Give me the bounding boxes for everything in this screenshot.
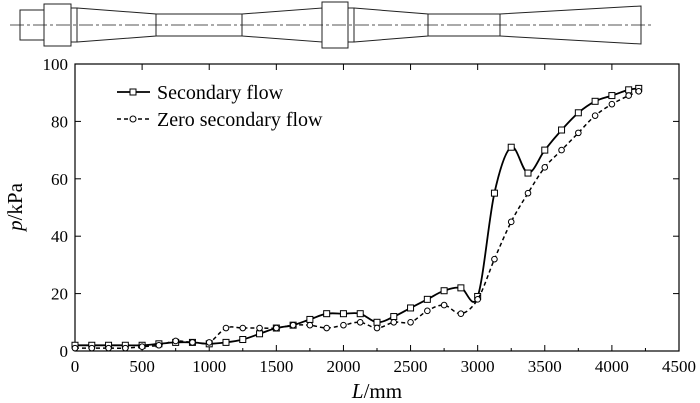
series-point-0 <box>373 318 381 326</box>
series-point-0 <box>407 304 415 312</box>
series-point-0 <box>423 295 431 303</box>
series-point-1 <box>491 255 498 263</box>
legend: Secondary flow Zero secondary flow <box>117 82 323 131</box>
schematic-throat-1 <box>156 13 243 37</box>
schematic-taper-3 <box>353 7 429 43</box>
series-point-1 <box>155 341 163 349</box>
series-point-0 <box>625 86 633 94</box>
series-point-1 <box>507 218 515 226</box>
schematic-block-2 <box>321 1 349 49</box>
series-point-1 <box>273 324 280 332</box>
series-point-0 <box>222 338 230 346</box>
legend-marker-zero <box>129 115 137 123</box>
series-point-1 <box>138 343 146 350</box>
series-point-0 <box>323 310 331 318</box>
series-point-1 <box>105 344 112 352</box>
series-point-0 <box>239 336 247 344</box>
series-point-0 <box>574 109 582 117</box>
y-tick-label: 0 <box>60 342 69 361</box>
series-point-1 <box>474 296 481 303</box>
schematic-step-2 <box>348 7 355 43</box>
x-tick-label: 2500 <box>394 357 428 376</box>
x-tick-label: 1500 <box>259 357 293 376</box>
series-point-1 <box>340 321 347 329</box>
schematic-diffuser <box>499 5 642 45</box>
series-point-1 <box>356 319 364 326</box>
series-point-0 <box>339 310 347 318</box>
x-tick-label: 4000 <box>595 357 629 376</box>
schematic-throat-2 <box>428 13 501 37</box>
plot-axes <box>74 63 680 352</box>
y-axis-title: p/kPa <box>3 182 27 233</box>
series-point-1 <box>256 324 263 332</box>
x-tick-label: 0 <box>71 357 80 376</box>
series-point-1 <box>373 324 381 332</box>
series-point-0 <box>390 313 398 321</box>
series-point-0 <box>558 126 566 134</box>
series-point-1 <box>424 307 431 315</box>
series-point-1 <box>635 87 643 95</box>
x-tick-label: 3500 <box>528 357 562 376</box>
series-point-1 <box>239 324 247 332</box>
series-point-1 <box>457 310 465 317</box>
series-point-0 <box>457 284 465 292</box>
series-point-1 <box>625 92 632 99</box>
series-point-1 <box>591 112 599 119</box>
x-tick-label: 3000 <box>461 357 495 376</box>
schematic-taper-1 <box>76 7 157 43</box>
series-point-1 <box>440 301 448 309</box>
schematic-block-1 <box>43 3 72 47</box>
series-point-0 <box>541 146 549 154</box>
x-tick-label: 2000 <box>326 357 360 376</box>
x-tick-label: 4500 <box>662 357 696 376</box>
legend-label-zero: Zero secondary flow <box>157 109 323 131</box>
x-tick-label: 1000 <box>192 357 226 376</box>
series-point-1 <box>541 164 549 171</box>
legend-marker-secondary <box>129 88 137 96</box>
series-point-1 <box>323 324 330 332</box>
series-point-1 <box>205 339 213 346</box>
series-point-1 <box>575 129 582 137</box>
series-point-0 <box>306 315 314 323</box>
series-point-1 <box>306 321 314 329</box>
series-point-1 <box>88 344 96 352</box>
series-point-1 <box>222 324 230 332</box>
axis-ticks: 0 500 1000 1500 2000 2500 3000 3500 4000 4500 0 20 4… <box>43 55 697 376</box>
series-point-1 <box>122 344 129 352</box>
channel-schematic <box>10 1 652 49</box>
y-tick-label: 80 <box>51 112 68 131</box>
series-layer <box>71 84 643 352</box>
series-point-0 <box>356 310 364 318</box>
series-point-1 <box>172 337 179 345</box>
schematic-step-1 <box>71 7 78 43</box>
plot-frame <box>74 63 680 352</box>
series-point-0 <box>507 143 515 151</box>
y-tick-label: 20 <box>51 285 68 304</box>
x-tick-label: 500 <box>129 357 155 376</box>
series-point-0 <box>524 169 532 177</box>
y-tick-label: 60 <box>51 170 68 189</box>
y-tick-label: 100 <box>43 55 69 74</box>
y-tick-label: 40 <box>51 227 68 246</box>
series-line-1 <box>75 90 640 349</box>
series-point-0 <box>440 287 448 295</box>
series-point-1 <box>524 189 532 197</box>
series-point-0 <box>256 330 264 338</box>
series-point-0 <box>490 189 498 197</box>
x-axis-title: L/mm <box>351 379 402 403</box>
series-point-1 <box>407 319 414 326</box>
legend-label-secondary: Secondary flow <box>157 82 284 104</box>
series-point-1 <box>289 321 297 329</box>
series-point-0 <box>608 92 616 100</box>
series-point-1 <box>558 146 565 154</box>
series-point-1 <box>71 344 79 352</box>
series-point-0 <box>591 97 599 105</box>
series-point-1 <box>189 339 196 346</box>
series-point-1 <box>608 100 616 108</box>
series-point-1 <box>390 319 398 326</box>
